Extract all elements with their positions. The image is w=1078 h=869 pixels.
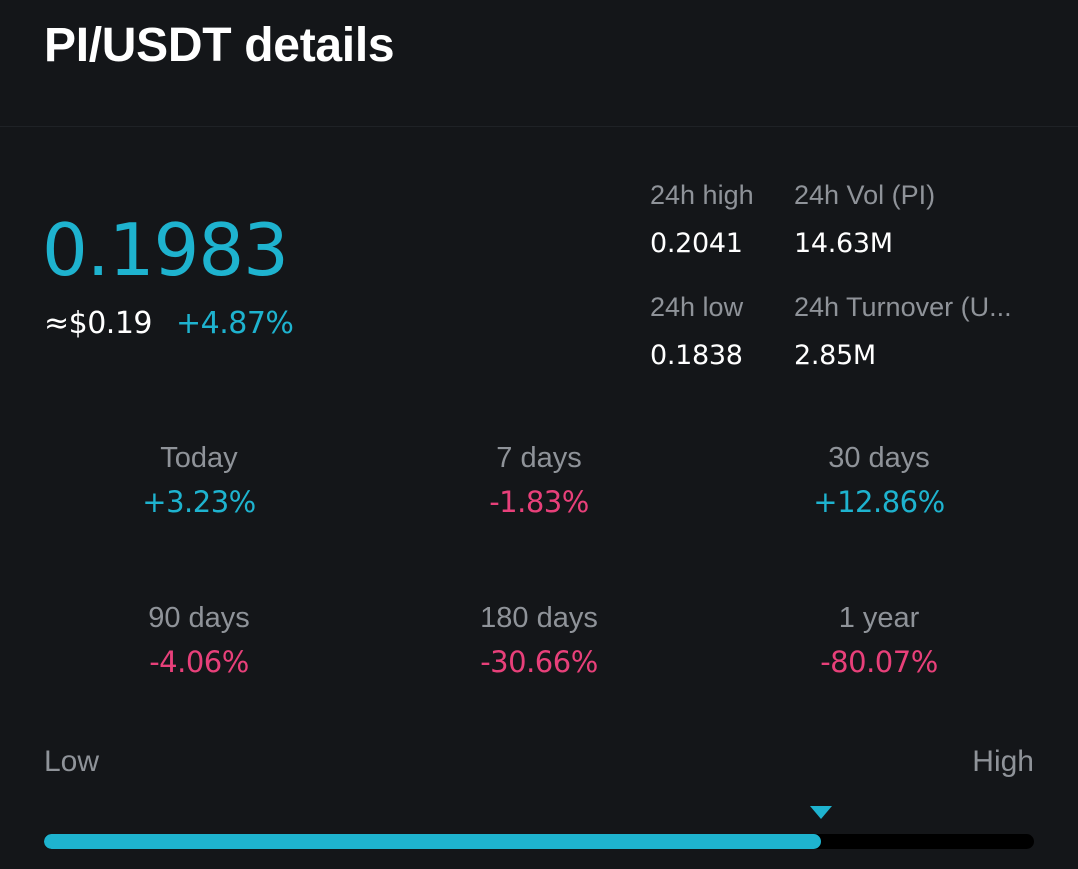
price-change-percent: +4.87% [176,306,294,341]
stat-24h-high-label: 24h high [650,180,754,210]
range-bar [44,834,1034,849]
performance-label: 180 days [480,602,598,634]
stat-24h-vol-value: 14.63M [794,228,893,259]
usd-equivalent: ≈$0.19 [44,306,153,341]
stat-24h-vol-label: 24h Vol (PI) [794,180,936,210]
performance-value: -30.66% [480,645,598,679]
performance-value: -80.07% [820,645,938,679]
stat-24h-high-value: 0.2041 [650,228,743,259]
performance-value: +3.23% [142,485,256,519]
last-price: 0.1983 [42,208,289,292]
performance-value: -1.83% [489,485,589,519]
performance-label: 7 days [496,442,582,474]
performance-today: Today +3.23% [49,440,349,520]
performance-label: 30 days [828,442,930,474]
performance-value: -4.06% [149,645,249,679]
header: PI/USDT details [0,0,1078,127]
performance-90-days: 90 days -4.06% [49,600,349,680]
page-title: PI/USDT details [44,19,395,72]
performance-30-days: 30 days +12.86% [729,440,1029,520]
performance-label: 1 year [838,602,920,634]
range-position-marker-icon [810,806,833,819]
range-bar-fill [44,834,822,849]
stat-24h-low-value: 0.1838 [650,340,743,371]
range-high-label: High [972,745,1034,778]
performance-7-days: 7 days -1.83% [389,440,689,520]
stat-24h-turnover-label: 24h Turnover (U... [794,292,1012,322]
stat-24h-turnover-value: 2.85M [794,340,876,371]
performance-value: +12.86% [813,485,945,519]
performance-label: Today [160,442,238,474]
stat-24h-low-label: 24h low [650,292,744,322]
performance-label: 90 days [148,602,250,634]
performance-1-year: 1 year -80.07% [729,600,1029,680]
range-low-label: Low [44,745,100,778]
performance-180-days: 180 days -30.66% [389,600,689,680]
